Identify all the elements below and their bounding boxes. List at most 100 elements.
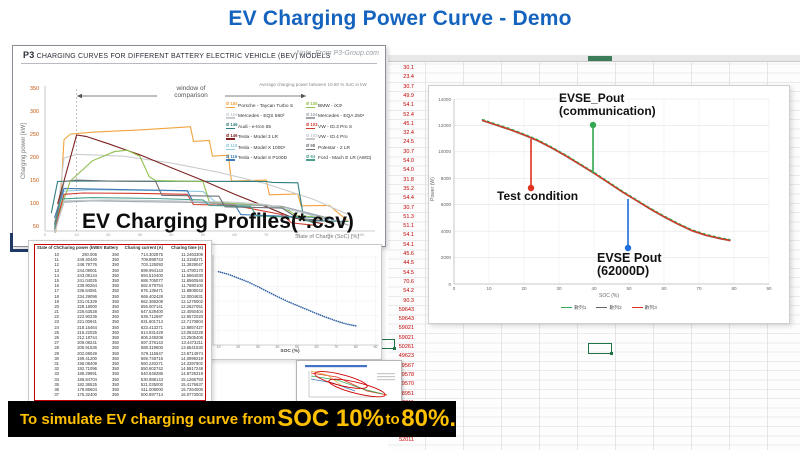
evse-xtick-label: 50	[626, 286, 632, 291]
csv-cell: 647.529400	[140, 309, 163, 315]
csv-cell: 11.6560546	[181, 277, 203, 283]
csv-cell: 202.69049	[77, 350, 97, 356]
p3-xtick-label: 80	[295, 232, 301, 237]
legend-avg-value: Ø 98	[306, 143, 316, 148]
sheet-value: 54.2	[403, 288, 414, 295]
csv-cell: 239.90264	[77, 283, 97, 289]
sheet-value: 49570	[398, 381, 414, 388]
csv-cell: 11.3929047	[181, 262, 203, 268]
legend-series-name: Tesla - Model 3 LR	[238, 135, 278, 140]
legend-line-marker	[306, 127, 315, 130]
legend-item: Ø 146 Audi - e-tron 55	[226, 122, 306, 133]
legend-line-marker	[306, 106, 315, 109]
csv-cell: 14.0999219	[180, 355, 203, 361]
csv-cell: 25	[54, 329, 59, 335]
sheet-value: 54.1	[403, 102, 414, 109]
p3-chart-xlabel: State of Charge (SoC) [%]	[295, 234, 359, 240]
csv-cell: 350	[112, 329, 119, 335]
p3-xtick-label: 30	[137, 232, 143, 237]
sheet-value: 49567	[398, 362, 414, 369]
legend-item: Ø 94 Ford - Mach E LR (AWD)	[306, 154, 386, 165]
csv-header-cell: State of Charge (%)	[37, 245, 59, 250]
csv-cell: 350	[112, 298, 119, 304]
table-row: 13 244.09001 350 699.994143 11.4780170	[37, 268, 203, 273]
csv-cell: 350	[112, 340, 119, 346]
chart-to-table-connector-arm	[10, 249, 32, 252]
communication-anno-dot	[589, 121, 597, 129]
csv-cell: 13.0634228	[180, 329, 203, 335]
csv-cell: 226.63528	[77, 309, 97, 315]
scatter-xlabel: SOC (%)	[280, 349, 300, 354]
table-row: 11 249.40440 350 709.898743 11.3158271	[37, 257, 203, 262]
evse-ytick-label: 2000	[440, 255, 451, 261]
evse-ytick-label: 10000	[438, 149, 451, 155]
legend-series-name: VW - ID.4 Pro	[318, 135, 348, 140]
table-row: 22 222.90236 350 639.712697 12.5572020	[37, 314, 203, 319]
sheet-value: 54.0	[403, 167, 414, 174]
p3-curve	[50, 180, 349, 223]
evse-curve-green	[481, 118, 731, 240]
annotation-evse-pout-62000d: EVSE Pout (62000D)	[597, 251, 662, 279]
legend-line-marker	[306, 148, 315, 151]
csv-cell: 30	[54, 355, 59, 361]
scatter-xtick-label: 70	[334, 345, 339, 349]
csv-cell: 709.898743	[140, 257, 163, 263]
csv-table-header: State of Charge (%)Charing power (kW)EV …	[37, 245, 203, 251]
evse-curve-red	[481, 119, 731, 242]
legend-series-name: 數列3	[644, 306, 657, 311]
legend-series-name: Ford - Mach E LR (AWD)	[318, 156, 372, 161]
legend-avg-value: Ø 94	[306, 153, 316, 159]
p3-xtick-label: 70	[263, 232, 269, 237]
table-row: 27 209.08241 350 597.376143 13.4473211	[37, 340, 203, 345]
csv-cell: 682.578754	[140, 283, 163, 289]
sheet-value: 24.5	[403, 139, 414, 146]
csv-cell: 27	[54, 340, 59, 346]
p3-curve	[53, 197, 314, 230]
spreadsheet-selected-cell-2[interactable]	[380, 339, 396, 350]
csv-cell: 350	[112, 360, 119, 366]
table-row: 34 185.84704 350 530.988143 15.1266793	[37, 377, 203, 382]
csv-cell: 676.139471	[140, 288, 163, 294]
legend-item: Ø 164 Mercedes - EQS 580²	[226, 112, 306, 123]
p3-ytick-label: 100	[29, 201, 39, 207]
evse-annotation-graphics	[527, 121, 632, 252]
spreadsheet-highlighted-column-header	[588, 56, 612, 61]
table-row: 31 196.08409 350 560.240271 14.3397902	[37, 361, 203, 366]
csv-cell: 614.931429	[140, 329, 163, 335]
csv-cell: 15	[54, 277, 59, 283]
legend-series-name: 數列1	[574, 306, 587, 311]
sheet-value: 70.6	[403, 278, 414, 285]
table-row: 23 221.00941 350 631.601714 12.7170804	[37, 319, 203, 324]
sheet-value: 59643	[398, 316, 414, 323]
legend-line-marker	[306, 138, 315, 140]
legend-series-name: Mercedes - EQA 250¹	[318, 114, 365, 119]
legend-item: 數列3	[631, 304, 657, 311]
csv-cell: 13.4473211	[181, 340, 203, 346]
csv-cell: 13	[54, 267, 59, 273]
sheet-value: 59021	[398, 334, 414, 341]
csv-cell: 350	[112, 262, 119, 268]
csv-cell: 12.2627051	[180, 303, 203, 309]
p3-curve	[54, 153, 352, 233]
sheet-value: 31.8	[403, 176, 414, 183]
legend-line-marker	[631, 306, 643, 309]
csv-cell: 182.36525	[77, 381, 97, 387]
csv-cell: 24	[54, 324, 59, 330]
p3-source-note: Note. From P3-Group.com	[296, 50, 379, 57]
csv-cell: 350	[112, 350, 119, 356]
p3-legend-right-column: Ø 105 BMW - iX3¹ Ø 104 Mercedes - EQA 250¹ Ø…	[306, 101, 386, 164]
spreadsheet-selected-cell[interactable]	[588, 343, 613, 355]
csv-cell: 37	[54, 392, 59, 398]
evse-xtick-label: 10	[486, 286, 492, 291]
csv-cell: 655.007141	[140, 303, 163, 309]
legend-avg-value: Ø 146	[226, 132, 238, 138]
sheet-value: 52011	[399, 437, 414, 443]
table-row: 26 212.18744 350 606.249208 13.2505406	[37, 335, 203, 340]
p3-ytick-label: 300	[29, 109, 39, 115]
legend-series-name: Audi - e-tron 55	[238, 124, 272, 130]
csv-cell: 15.1266793	[180, 376, 203, 382]
table-row: 20 228.18000 350 655.007141 12.2627051	[37, 304, 203, 309]
p3-chart-canvas	[44, 86, 375, 233]
table-row: 15 241.04025 350 688.705077 11.6560546	[37, 278, 203, 283]
csv-cell: 249.40440	[77, 257, 97, 263]
